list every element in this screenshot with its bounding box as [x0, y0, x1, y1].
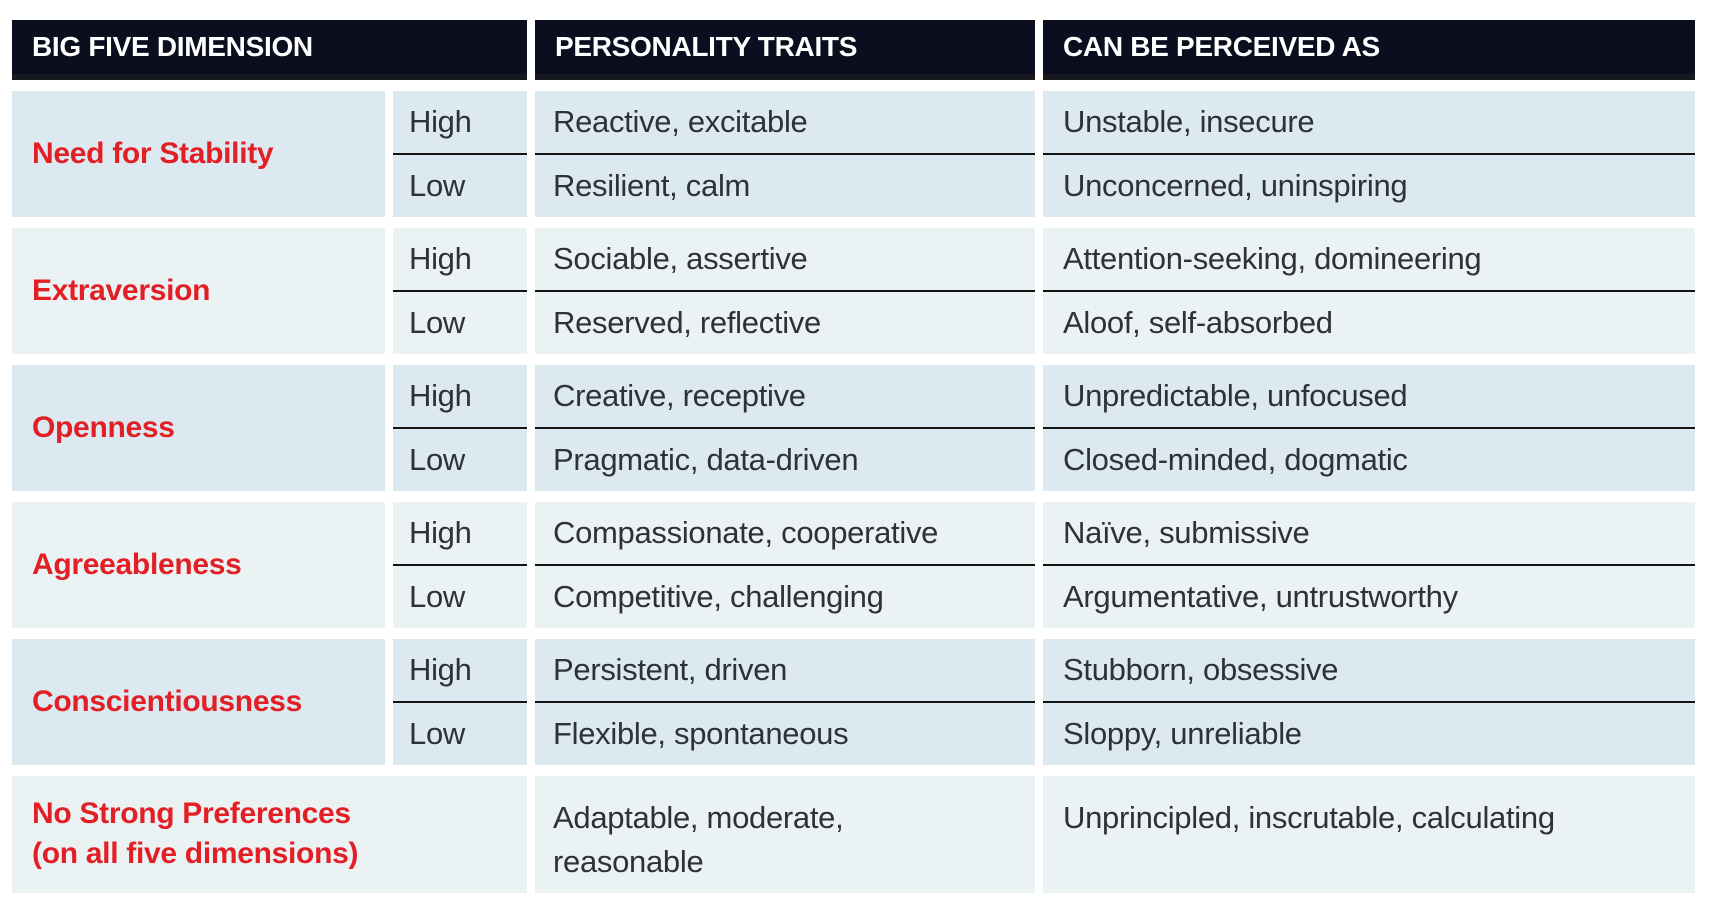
column-header-dimension: BIG FIVE DIMENSION	[12, 20, 527, 80]
traits-cell: Sociable, assertive	[535, 228, 1035, 292]
perceived-cell: Sloppy, unreliable	[1043, 703, 1695, 765]
level-cell: High	[393, 502, 527, 566]
table: BIG FIVE DIMENSION PERSONALITY TRAITS CA…	[12, 20, 1695, 893]
level-cell: Low	[393, 292, 527, 354]
group-agreeableness: Agreeableness High Compassionate, cooper…	[12, 502, 1695, 628]
level-cell: Low	[393, 155, 527, 217]
traits-cell: Resilient, calm	[535, 155, 1035, 217]
group-conscientiousness: Conscientiousness High Persistent, drive…	[12, 639, 1695, 765]
traits-cell: Compassionate, cooperative	[535, 502, 1035, 566]
perceived-cell: Unconcerned, uninspiring	[1043, 155, 1695, 217]
group-need-for-stability: Need for Stability High Reactive, excita…	[12, 91, 1695, 217]
level-cell: Low	[393, 703, 527, 765]
traits-cell: Flexible, spontaneous	[535, 703, 1035, 765]
traits-cell: Pragmatic, data-driven	[535, 429, 1035, 491]
perceived-cell: Unstable, insecure	[1043, 91, 1695, 155]
level-cell: High	[393, 91, 527, 155]
level-cell: Low	[393, 429, 527, 491]
dimension-label: Need for Stability	[12, 91, 385, 217]
perceived-cell: Argumentative, untrustworthy	[1043, 566, 1695, 628]
dimension-label: Conscientiousness	[12, 639, 385, 765]
traits-cell: Competitive, challenging	[535, 566, 1035, 628]
table-header-row: BIG FIVE DIMENSION PERSONALITY TRAITS CA…	[12, 20, 1695, 80]
traits-cell: Reserved, reflective	[535, 292, 1035, 354]
traits-cell: Creative, receptive	[535, 365, 1035, 429]
traits-cell: Adaptable, moderate, reasonable	[535, 776, 1035, 893]
perceived-cell: Naïve, submissive	[1043, 502, 1695, 566]
level-cell: High	[393, 639, 527, 703]
level-cell: High	[393, 365, 527, 429]
perceived-cell: Unprincipled, inscrutable, calculating	[1043, 776, 1695, 893]
perceived-cell: Stubborn, obsessive	[1043, 639, 1695, 703]
group-openness: Openness High Creative, receptive Unpred…	[12, 365, 1695, 491]
perceived-cell: Closed-minded, dogmatic	[1043, 429, 1695, 491]
traits-cell: Persistent, driven	[535, 639, 1035, 703]
dimension-label: No Strong Preferences (on all five dimen…	[12, 776, 527, 893]
dimension-label: Openness	[12, 365, 385, 491]
dimension-label: Extraversion	[12, 228, 385, 354]
column-header-traits: PERSONALITY TRAITS	[535, 20, 1035, 80]
group-no-strong-preferences: No Strong Preferences (on all five dimen…	[12, 776, 1695, 893]
perceived-cell: Attention-seeking, domineering	[1043, 228, 1695, 292]
perceived-cell: Aloof, self-absorbed	[1043, 292, 1695, 354]
column-header-perceived: CAN BE PERCEIVED AS	[1043, 20, 1695, 80]
group-extraversion: Extraversion High Sociable, assertive At…	[12, 228, 1695, 354]
traits-cell: Reactive, excitable	[535, 91, 1035, 155]
level-cell: Low	[393, 566, 527, 628]
level-cell: High	[393, 228, 527, 292]
perceived-cell: Unpredictable, unfocused	[1043, 365, 1695, 429]
dimension-label: Agreeableness	[12, 502, 385, 628]
